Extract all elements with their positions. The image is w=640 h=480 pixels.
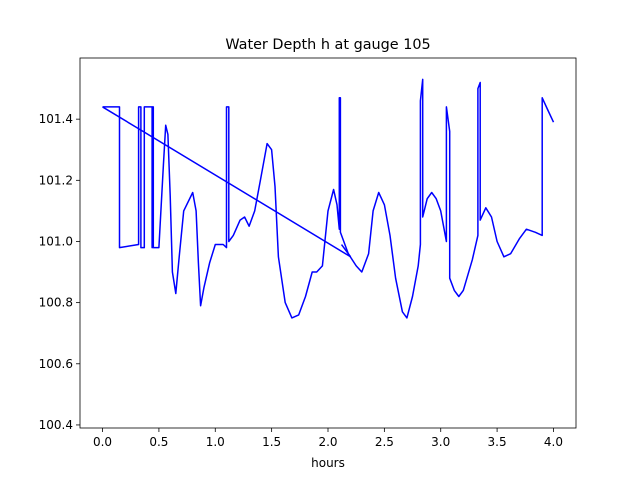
y-tick-label: 101.4: [39, 112, 73, 126]
x-tick-label: 1.5: [262, 435, 281, 449]
series-line-return: [102, 106, 352, 258]
y-tick-label: 101.2: [39, 173, 73, 187]
y-tick-label: 100.6: [39, 357, 73, 371]
series-line-0: [102, 78, 555, 319]
x-tick-label: 0.5: [149, 435, 168, 449]
x-tick-label: 3.0: [431, 435, 450, 449]
x-axis-label: hours: [311, 456, 345, 470]
plot-area: 0.0 0.5 1.0 1.5 2.0 2.5 3.0 3.5 4.0 100.4 100.6 100…: [39, 57, 577, 449]
chart-title: Water Depth h at gauge 105: [225, 37, 430, 53]
x-tick-label: 2.0: [318, 435, 337, 449]
y-tick-label: 101.0: [39, 234, 73, 248]
y-tick-label: 100.8: [39, 296, 73, 310]
y-tick-label: 100.4: [39, 418, 73, 432]
x-tick-label: 2.5: [375, 435, 394, 449]
x-tick-label: 3.5: [488, 435, 507, 449]
x-tick-label: 4.0: [544, 435, 563, 449]
x-tick-label: 0.0: [93, 435, 112, 449]
x-tick-label: 1.0: [206, 435, 225, 449]
